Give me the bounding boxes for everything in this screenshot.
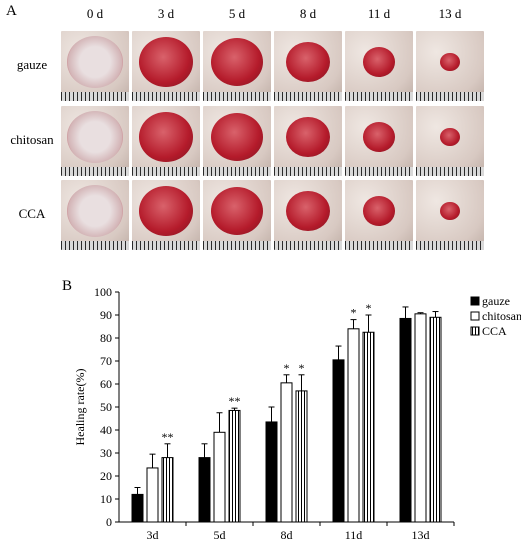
legend-label-cca: CCA [482,324,507,338]
y-tick-label: 40 [100,423,112,437]
x-tick-label: 8d [281,528,293,542]
wound-photo [61,106,129,176]
bar-cca [362,331,375,523]
y-tick-label: 60 [100,377,112,391]
bar-cca [429,316,442,523]
bar-cca [228,409,241,523]
bar-gauze [131,493,144,523]
significance-mark: * [299,361,305,375]
legend-swatch-chitosan [470,311,480,321]
day-label: 0 d [86,6,104,21]
day-label: 8 d [299,6,317,21]
wound-photo [345,180,413,250]
legend-swatch-gauze [470,296,480,306]
x-tick-label: 11d [345,528,363,542]
y-tick-label: 80 [100,331,112,345]
bar-gauze [332,359,345,523]
wound-photo [416,31,484,101]
y-tick-label: 20 [100,469,112,483]
y-axis-label: Healing rate(%) [73,369,87,446]
group-label-chitosan: chitosan [10,132,54,147]
day-label: 3 d [157,6,175,21]
wound-photo [132,31,200,101]
significance-mark: * [366,301,372,315]
healing-rate-bar-chart: 0 10 20 30 40 50 60 70 80 90 100 Healing rate(%) 3d *… [73,285,521,542]
significance-mark: * [351,306,357,320]
y-tick-label: 30 [100,446,112,460]
y-tick-label: 0 [106,515,112,529]
bar-gauze [198,457,211,523]
y-tick-label: 10 [100,492,112,506]
bar-chitosan [146,467,159,523]
wound-photo [416,180,484,250]
panel-a-label: A [6,3,17,19]
bar-gauze [399,317,412,523]
wound-photo [132,180,200,250]
wound-photo [203,31,271,101]
y-tick-label: 100 [94,285,112,299]
wound-photo [203,106,271,176]
y-tick-label: 90 [100,308,112,322]
day-label: 13 d [438,6,462,21]
legend-label-chitosan: chitosan [482,309,521,323]
bar-chitosan [414,313,427,523]
y-tick-label: 50 [100,400,112,414]
x-tick-label: 5d [214,528,226,542]
significance-mark: ** [229,394,241,408]
wound-photo [61,180,129,250]
bar-cca [161,457,174,523]
wound-photo [274,31,342,101]
bar-gauze [265,421,278,523]
group-label-cca: CCA [18,206,46,221]
wound-photo [345,106,413,176]
day-label: 11 d [367,6,391,21]
wound-photo [61,31,129,101]
wound-photo [345,31,413,101]
panel-b-label: B [62,278,73,294]
x-tick-label: 3d [147,528,159,542]
day-label: 5 d [228,6,246,21]
wound-photo [203,180,271,250]
wound-photo [132,106,200,176]
significance-mark: * [284,361,290,375]
group-label-gauze: gauze [16,57,48,72]
bar-chitosan [280,382,293,523]
y-tick-label: 70 [100,354,112,368]
bar-chitosan [213,431,226,523]
legend-swatch-cca [470,326,480,336]
significance-mark: ** [162,430,174,444]
x-tick-label: 13d [412,528,430,542]
bar-chitosan [347,328,360,523]
wound-photo [416,106,484,176]
bar-cca [295,390,308,523]
wound-photo [274,106,342,176]
wound-photo [274,180,342,250]
legend-label-gauze: gauze [482,294,510,308]
